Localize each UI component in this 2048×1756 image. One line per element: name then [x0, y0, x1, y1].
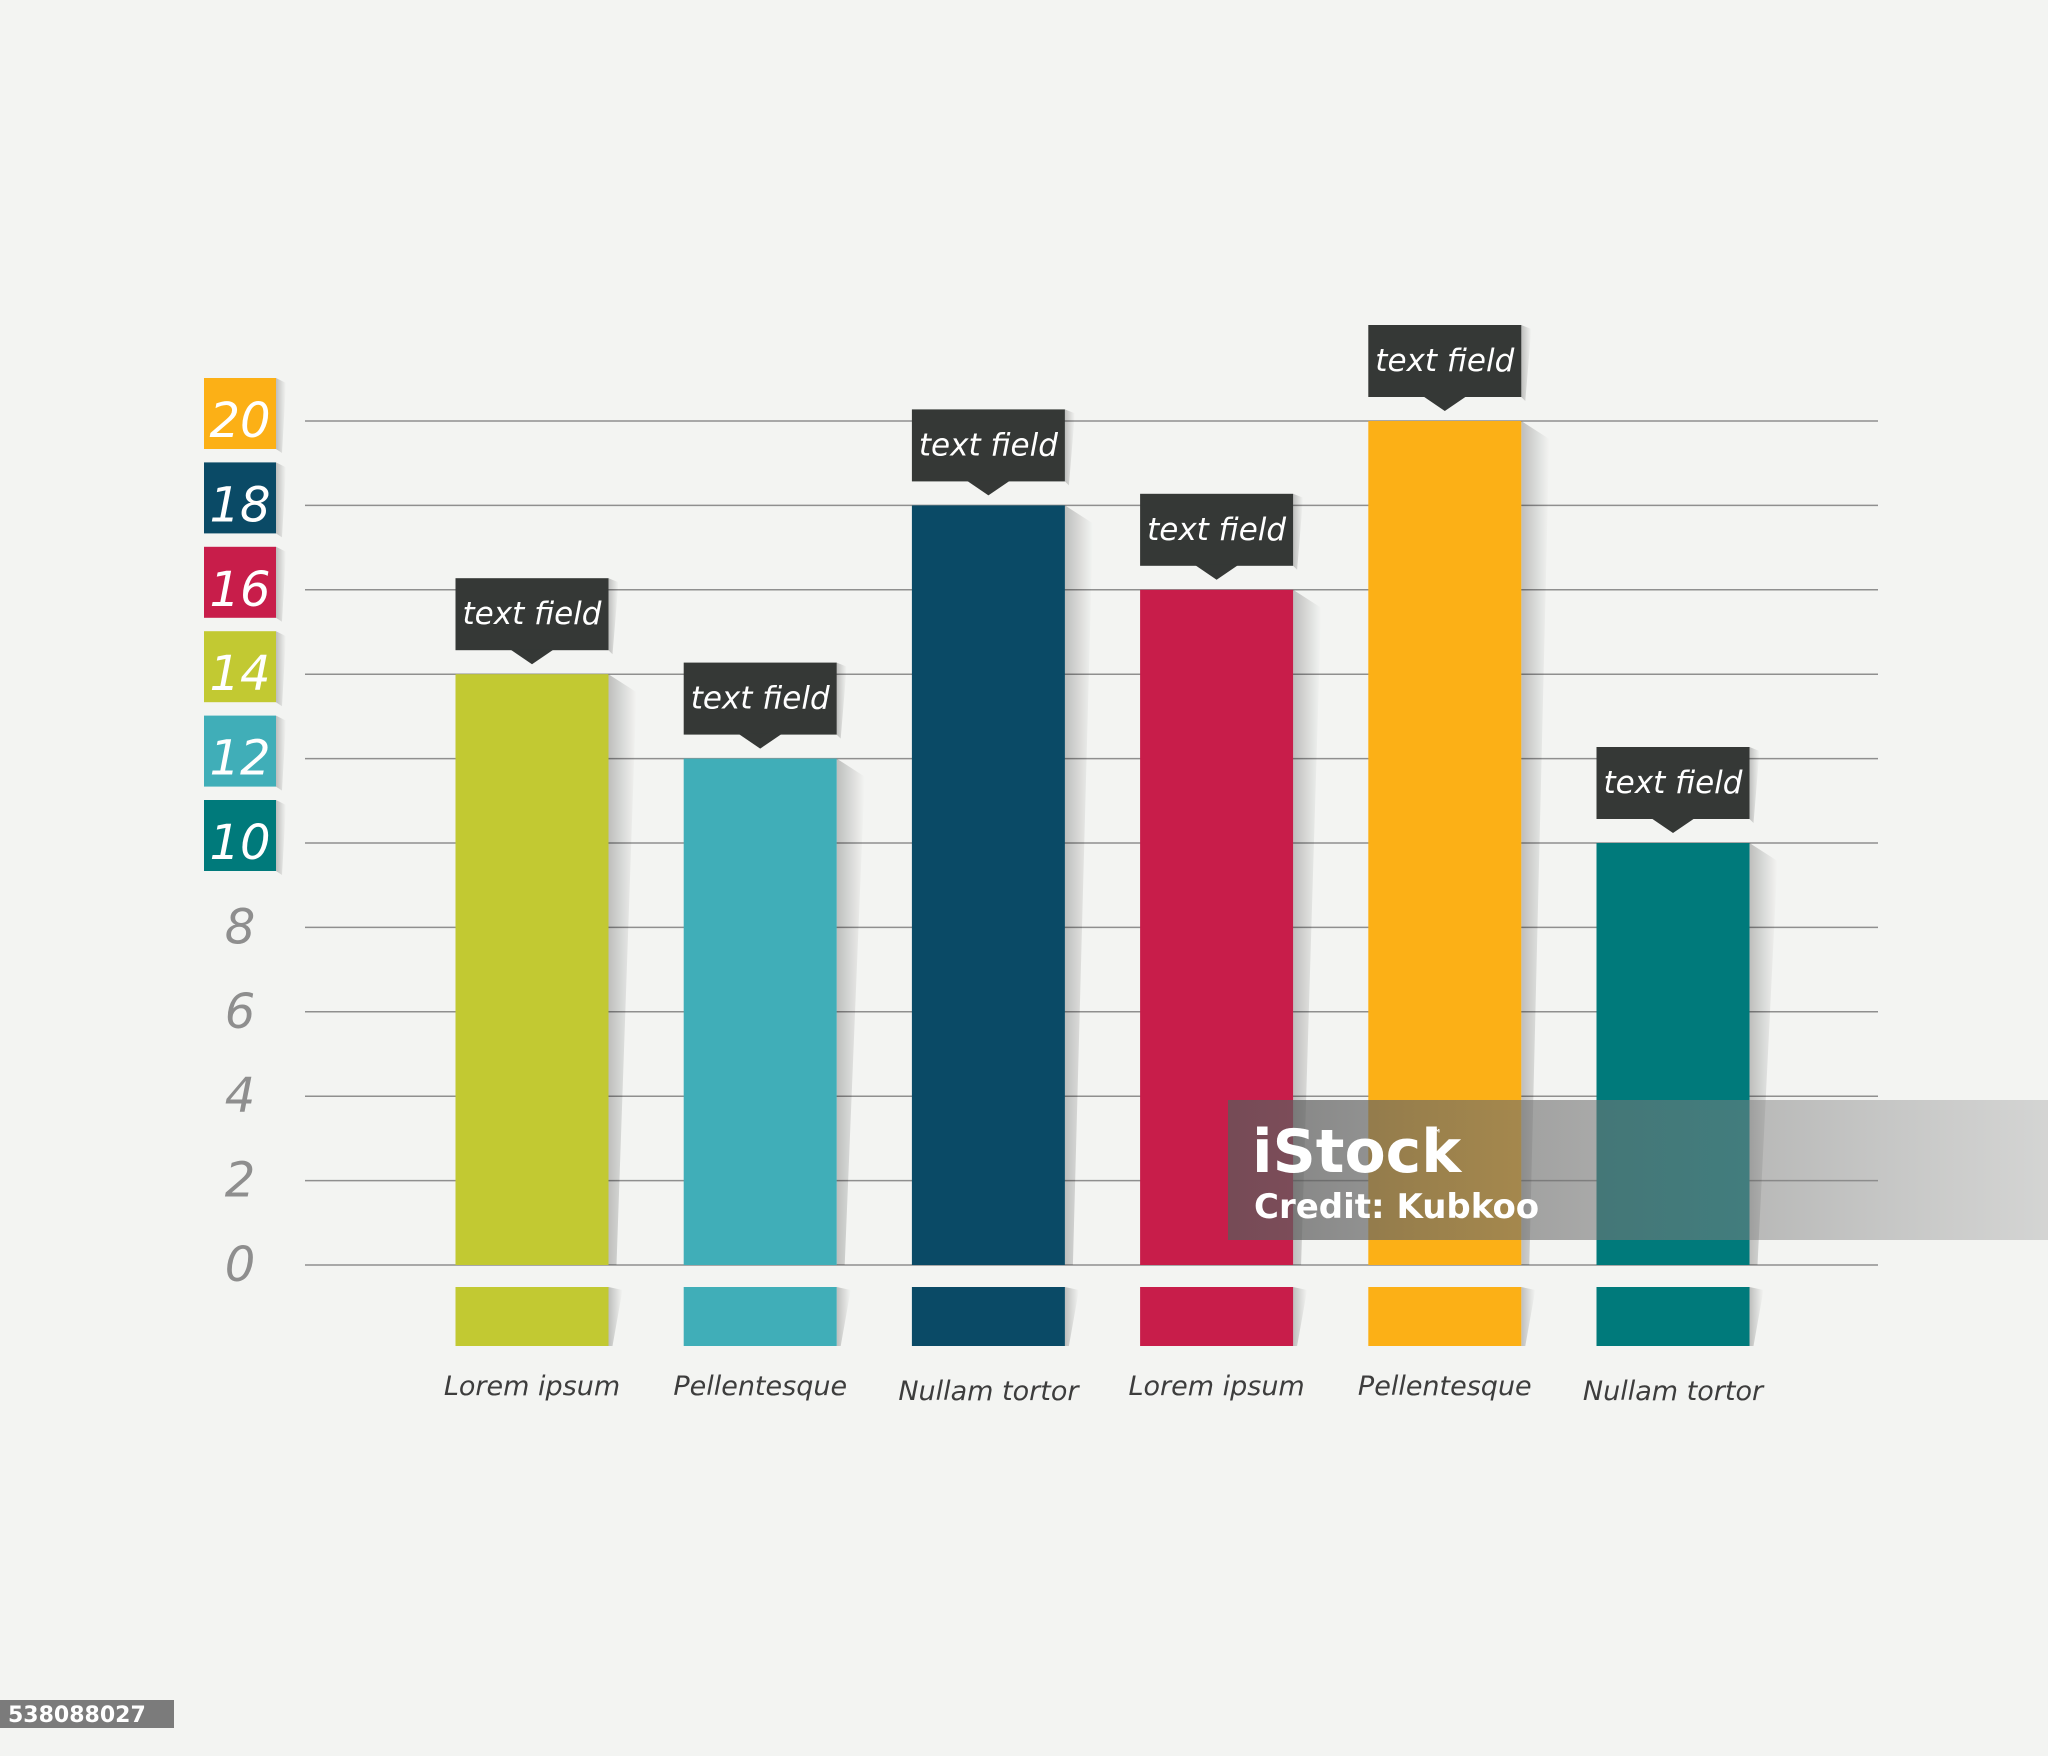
bar-shadow — [1521, 421, 1550, 1265]
callout: text field — [683, 662, 847, 749]
x-tick-label: Pellentesque — [1358, 1371, 1532, 1402]
y-tick-badge — [204, 715, 276, 787]
y-tick-badge-shadow — [276, 631, 286, 707]
callout-pointer — [966, 480, 1011, 496]
y-tick-badge-shadow — [276, 715, 286, 791]
watermark: iStock ™ Credit: Kubkoo — [1228, 1100, 2048, 1240]
y-tick-label: 10 — [209, 815, 270, 871]
bar-shadow — [836, 758, 865, 1265]
y-tick-badge — [204, 546, 276, 618]
watermark-credit: Credit: Kubkoo — [1254, 1187, 1539, 1227]
callout-box — [1368, 325, 1522, 397]
y-tick-label: 4 — [225, 1068, 256, 1124]
callout: text field — [455, 578, 619, 665]
category-tab — [1368, 1287, 1522, 1346]
callout-label: text field — [919, 427, 1058, 463]
x-axis-labels: Lorem ipsum Pellentesque Nullam tortor Lore… — [444, 1371, 1765, 1407]
callout: text field — [1140, 493, 1304, 580]
y-tick-label: 20 — [209, 393, 270, 449]
bar — [683, 758, 837, 1265]
watermark-band — [1228, 1100, 2048, 1240]
bar-shadow — [1064, 505, 1093, 1265]
y-tick-label: 6 — [225, 984, 256, 1040]
y-tick-label: 2 — [225, 1153, 256, 1209]
category-tab — [1596, 1287, 1750, 1346]
callout-label: text field — [463, 596, 602, 632]
image-id-background — [0, 1700, 174, 1728]
y-tick-badge — [204, 800, 276, 871]
y-tick-badge — [204, 631, 276, 703]
callout-box — [455, 578, 609, 651]
callout-pointer — [1651, 818, 1695, 833]
y-tick-label: 12 — [209, 731, 270, 787]
callout: text field — [1368, 325, 1532, 411]
callout-shadow — [608, 578, 619, 655]
callout-label: text field — [1147, 512, 1286, 548]
y-tick-badge-shadow — [276, 546, 286, 622]
image-id-tag: 538088027 — [0, 1700, 174, 1728]
y-tick-badge-shadow — [276, 462, 286, 538]
y-tick-label: 14 — [209, 646, 270, 702]
category-tab — [1140, 1287, 1294, 1346]
y-tick-badge-shadow — [276, 800, 286, 875]
category-tab-shadow — [1293, 1287, 1308, 1346]
category-tab-shadow — [1064, 1287, 1079, 1346]
callout: text field — [1596, 747, 1760, 833]
category-tab — [455, 1287, 609, 1346]
watermark-trademark: ™ — [1430, 1127, 1442, 1141]
callout-label: text field — [691, 681, 830, 717]
bar-shadow — [1293, 589, 1322, 1265]
x-tick-label: Nullam tortor — [898, 1376, 1080, 1407]
callout-shadow — [1749, 747, 1760, 823]
callout-box — [1140, 493, 1294, 566]
callout-pointer — [1422, 396, 1467, 411]
watermark-logo: iStock — [1252, 1117, 1463, 1187]
category-tabs — [455, 1287, 1764, 1346]
callout-pointer — [1194, 564, 1239, 580]
x-tick-label: Lorem ipsum — [1128, 1371, 1304, 1402]
callout-box — [1596, 747, 1750, 819]
x-tick-label: Nullam tortor — [1583, 1376, 1765, 1407]
y-tick-badge-shadow — [276, 378, 286, 453]
callout-box — [683, 662, 837, 735]
callout-label: text field — [1375, 343, 1514, 379]
bar-shadow — [608, 674, 637, 1265]
callout: text field — [911, 409, 1075, 496]
callout-shadow — [1521, 325, 1532, 401]
x-tick-label: Pellentesque — [673, 1371, 847, 1402]
callout-box — [911, 409, 1065, 482]
category-tab — [683, 1287, 837, 1346]
callout-label: text field — [1604, 765, 1743, 801]
y-tick-label: 8 — [225, 899, 256, 955]
category-tab-shadow — [1749, 1287, 1764, 1346]
callouts: text field text field text field text field… — [455, 325, 1760, 833]
category-tab — [911, 1287, 1065, 1346]
category-tab-shadow — [836, 1287, 851, 1346]
y-tick-badge — [204, 462, 276, 534]
bar — [911, 505, 1065, 1265]
x-tick-label: Lorem ipsum — [444, 1371, 620, 1402]
image-id: 538088027 — [8, 1703, 146, 1728]
callout-pointer — [510, 649, 554, 665]
category-tab-shadow — [608, 1287, 623, 1346]
category-tab-shadow — [1521, 1287, 1536, 1346]
y-tick-badge — [204, 378, 276, 449]
y-tick-label: 18 — [209, 477, 270, 533]
callout-shadow — [1293, 493, 1304, 570]
bar — [455, 674, 609, 1265]
callout-shadow — [836, 662, 847, 739]
y-tick-label: 0 — [225, 1237, 256, 1293]
y-tick-label: 16 — [209, 562, 270, 618]
callout-pointer — [738, 733, 783, 749]
callout-shadow — [1064, 409, 1075, 486]
y-axis-ticks: 0 2 4 6 8 10 12 14 16 18 20 — [204, 378, 286, 1293]
